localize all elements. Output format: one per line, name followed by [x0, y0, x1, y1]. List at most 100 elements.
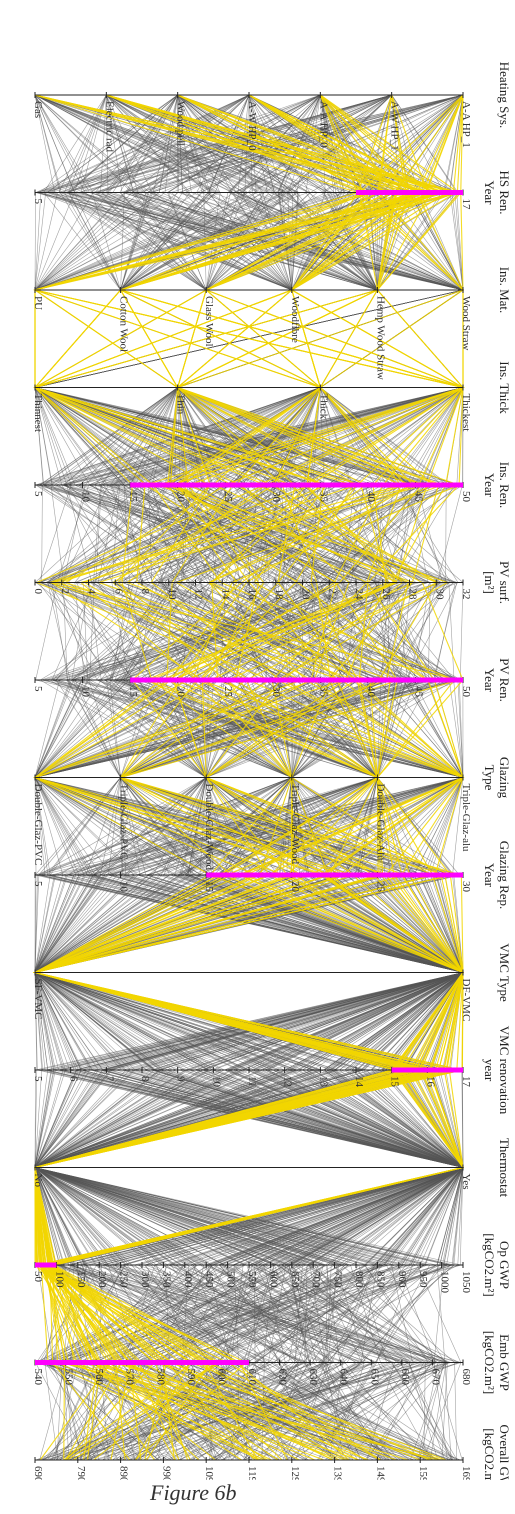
tick-label-op_gwp: 800 — [353, 1271, 365, 1288]
tick-label-pv_ren: 45 — [412, 686, 424, 698]
tick-label-emb_gwp: 650 — [368, 1369, 380, 1386]
selection-brush-glazing_rep — [206, 872, 463, 878]
tick-label-emb_gwp: 540 — [32, 1369, 44, 1386]
tick-label-emb_gwp: 610 — [246, 1369, 258, 1386]
axis-title-heating: Heating Sys. — [497, 62, 512, 128]
axis-title-emb_gwp: Emb GWP — [497, 1334, 512, 1391]
category-label-glazing: Double-Glaz-Wood — [203, 784, 215, 871]
axis-title-overall_gwp: Overall GWP — [497, 1424, 512, 1480]
axis-thermostat: Thermostat No Yes — [32, 1138, 512, 1198]
tick-label-emb_gwp: 630 — [307, 1369, 319, 1386]
tick-label-pv_ren: 10 — [80, 686, 92, 698]
tick-label-op_gwp: 550 — [246, 1271, 258, 1288]
tick-label-pv_ren: 30 — [270, 686, 282, 698]
tick-label-glazing_rep: 15 — [203, 881, 215, 893]
category-label-heating: A-A HP_0 — [317, 101, 329, 148]
tick-label-vmc_ren: 17 — [460, 1076, 472, 1088]
tick-label-op_gwp: 300 — [139, 1271, 151, 1288]
tick-label-ins_ren: 35 — [317, 491, 329, 503]
category-label-vmc_type: SF-VMC — [32, 979, 44, 1020]
tick-label-op_gwp: 1050 — [460, 1271, 472, 1294]
axis-title-ins_mat: Ins. Mat. — [497, 267, 512, 314]
tick-label-overall_gwp: 1690 — [460, 1466, 472, 1480]
tick-label-vmc_ren: 6 — [68, 1076, 80, 1082]
tick-label-pv_surf: 26 — [380, 589, 392, 601]
selection-brush-ins_ren — [130, 482, 463, 488]
axis-title-glazing_rep: Year — [482, 863, 497, 888]
selection-brush-vmc_ren — [391, 1067, 463, 1073]
tick-label-ins_ren: 50 — [460, 491, 472, 503]
tick-label-ins_ren: 5 — [32, 491, 44, 497]
axis-hs_ren: HS Ren.Year 5 17 — [32, 170, 512, 214]
category-label-ins_thick: Thick — [317, 394, 329, 420]
tick-label-vmc_ren: 10 — [210, 1076, 222, 1088]
tick-label-pv_surf: 14 — [219, 589, 231, 601]
tick-label-pv_surf: 16 — [246, 589, 258, 601]
tick-label-pv_ren: 40 — [365, 686, 377, 698]
tick-label-vmc_ren: 12 — [282, 1076, 294, 1087]
tick-label-op_gwp: 450 — [203, 1271, 215, 1288]
category-label-glazing: Double-Glaz-PVC — [32, 784, 44, 866]
tick-label-op_gwp: 650 — [289, 1271, 301, 1288]
tick-label-overall_gwp: 1090 — [203, 1466, 215, 1480]
axis-vmc_type: VMC Type SF-VMC DF-VMC — [32, 943, 512, 1021]
tick-label-overall_gwp: 1190 — [246, 1466, 258, 1480]
axis-title-hs_ren: Year — [482, 181, 497, 206]
tick-label-pv_surf: 24 — [353, 589, 365, 601]
category-label-glazing: Triple-Glaz-alu — [460, 784, 472, 853]
category-label-ins_mat: Hemp Wood Straw — [374, 296, 386, 380]
tick-label-vmc_ren: 5 — [32, 1076, 44, 1082]
tick-label-emb_gwp: 580 — [154, 1369, 166, 1386]
tick-label-pv_surf: 8 — [139, 589, 151, 595]
tick-label-pv_surf: 32 — [460, 589, 472, 600]
category-label-ins_mat: PU — [32, 296, 44, 310]
category-label-vmc_type: DF-VMC — [460, 979, 472, 1022]
tick-label-op_gwp: 150 — [75, 1271, 87, 1288]
tick-label-op_gwp: 600 — [267, 1271, 279, 1288]
category-label-glazing: Double-Glaz-Alu — [374, 784, 386, 861]
tick-label-ins_ren: 15 — [127, 491, 139, 503]
tick-label-glazing_rep: 20 — [289, 881, 301, 893]
axis-title-ins_ren: Ins. Ren. — [497, 462, 512, 509]
category-label-heating: A-A HP_1 — [460, 101, 472, 148]
tick-label-overall_gwp: 890 — [118, 1466, 130, 1480]
tick-label-ins_ren: 25 — [222, 491, 234, 503]
tick-label-op_gwp: 1000 — [439, 1271, 451, 1294]
axis-title-vmc_type: VMC Type — [497, 943, 512, 1002]
tick-label-hs_ren: 17 — [460, 199, 472, 211]
tick-label-vmc_ren: 16 — [424, 1076, 436, 1088]
tick-label-op_gwp: 200 — [96, 1271, 108, 1288]
axis-title-vmc_ren: year — [482, 1059, 497, 1082]
axis-title-hs_ren: HS Ren. — [497, 170, 512, 214]
axis-title-vmc_ren: VMC renovation — [497, 1026, 512, 1115]
axis-title-thermostat: Thermostat — [497, 1138, 512, 1198]
tick-label-op_gwp: 400 — [182, 1271, 194, 1288]
axis-title-pv_ren: PV Ren. — [497, 658, 512, 702]
tick-label-op_gwp: 250 — [118, 1271, 130, 1288]
tick-label-overall_gwp: 690 — [32, 1466, 44, 1480]
tick-label-vmc_ren: 14 — [353, 1076, 365, 1088]
tick-label-pv_surf: 20 — [300, 589, 312, 601]
tick-label-op_gwp: 50 — [32, 1271, 44, 1283]
tick-label-pv_surf: 10 — [166, 589, 178, 601]
axis-title-overall_gwp: [kgCO2.m²] — [482, 1428, 497, 1480]
tick-label-overall_gwp: 1390 — [332, 1466, 344, 1480]
category-label-ins_mat: Cotton Wool — [118, 296, 130, 352]
category-label-glazing: Triple-Glaz-PVC — [118, 784, 130, 860]
tick-label-glazing_rep: 30 — [460, 881, 472, 893]
axis-title-pv_surf: [m²] — [482, 571, 497, 594]
axis-title-ins_ren: Year — [482, 473, 497, 498]
category-label-ins_thick: Thickest — [460, 394, 472, 432]
axis-overall_gwp: Overall GWP[kgCO2.m²] 690 790 890 990 1090 119… — [32, 1424, 512, 1480]
tick-label-vmc_ren: 15 — [389, 1076, 401, 1088]
category-label-ins_mat: Woodfibre — [289, 296, 301, 343]
axis-pv_surf: PV surf.[m²]0 2 4 6 8 10 12 14 16 18 20 22 24 26 28 30 3… — [32, 561, 512, 604]
tick-label-op_gwp: 900 — [396, 1271, 408, 1288]
axis-title-glazing_rep: Glazing Rep. — [497, 841, 512, 910]
selection-brush-hs_ren — [356, 190, 463, 195]
tick-label-ins_ren: 40 — [365, 491, 377, 503]
tick-label-emb_gwp: 640 — [338, 1369, 350, 1386]
tick-label-emb_gwp: 660 — [399, 1369, 411, 1386]
axis-title-ins_thick: Ins. Thick — [497, 361, 512, 414]
